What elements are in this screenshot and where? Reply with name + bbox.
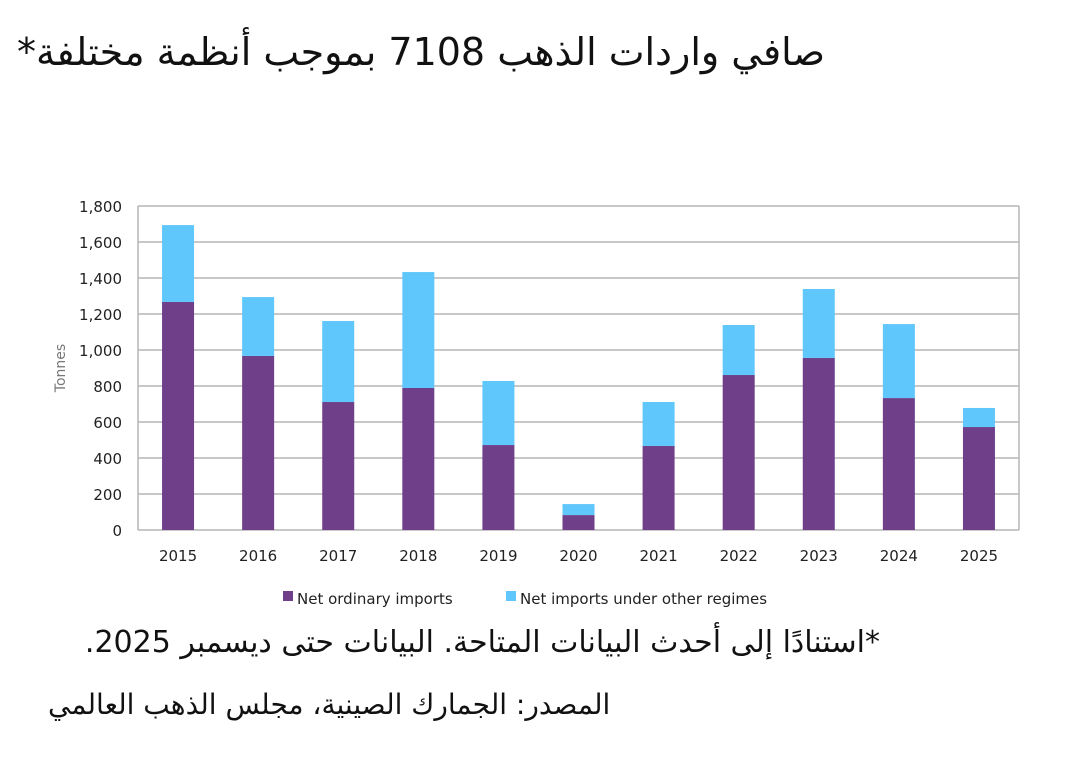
y-tick-label: 1,000 [79, 342, 122, 360]
bar-segment [562, 504, 595, 516]
legend-label: Net ordinary imports [297, 590, 453, 608]
bar-segment [162, 225, 195, 302]
bar-segment [962, 427, 995, 530]
source-note: المصدر: الجمارك الصينية، مجلس الذهب العا… [48, 688, 611, 721]
y-tick-label: 1,800 [79, 198, 122, 216]
bar-segment [562, 515, 595, 530]
x-tick-label: 2018 [399, 547, 437, 565]
bar-segment [722, 324, 755, 376]
x-tick-label: 2015 [159, 547, 197, 565]
bar-segment [642, 402, 675, 446]
bar-segment [882, 324, 915, 399]
y-tick-label: 1,600 [79, 234, 122, 252]
bar-segment [482, 380, 515, 446]
x-tick-label: 2016 [239, 547, 277, 565]
bar-segment [162, 301, 195, 530]
bar-segment [802, 357, 835, 530]
bar-segment [882, 398, 915, 530]
bar-segment [802, 288, 835, 358]
y-axis-label: Tonnes [53, 344, 69, 393]
legend-swatch [506, 591, 516, 601]
y-tick-label: 0 [112, 522, 122, 540]
x-tick-label: 2024 [880, 547, 918, 565]
bar-segment [962, 407, 995, 428]
x-tick-label: 2021 [639, 547, 677, 565]
bar-segment [322, 321, 355, 403]
footnote: *استنادًا إلى أحدث البيانات المتاحة. الب… [84, 625, 880, 660]
legend-swatch [283, 591, 293, 601]
x-tick-label: 2017 [319, 547, 357, 565]
x-tick-label: 2025 [960, 547, 998, 565]
y-tick-label: 400 [93, 450, 122, 468]
bar-segment [402, 272, 435, 388]
bar-segment [242, 297, 275, 356]
bar-segment [322, 402, 355, 530]
bar-segment [722, 375, 755, 530]
y-tick-label: 600 [93, 414, 122, 432]
y-tick-label: 200 [93, 486, 122, 504]
x-tick-label: 2022 [720, 547, 758, 565]
y-tick-label: 800 [93, 378, 122, 396]
bar-segment [482, 445, 515, 530]
y-tick-label: 1,200 [79, 306, 122, 324]
bar-segment [242, 355, 275, 530]
legend-label: Net imports under other regimes [520, 590, 767, 608]
bar-segment [402, 387, 435, 530]
chart-title: صافي واردات الذهب 7108 بموجب أنظمة مختلف… [17, 30, 825, 74]
x-tick-label: 2019 [479, 547, 517, 565]
y-tick-label: 1,400 [79, 270, 122, 288]
x-tick-label: 2020 [559, 547, 597, 565]
bar-segment [642, 445, 675, 530]
x-tick-label: 2023 [800, 547, 838, 565]
